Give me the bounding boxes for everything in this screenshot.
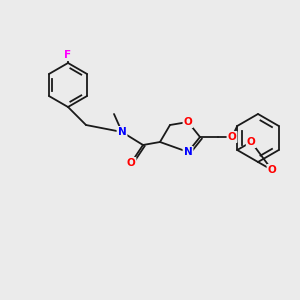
Text: O: O bbox=[184, 117, 192, 127]
Text: O: O bbox=[228, 132, 236, 142]
Text: O: O bbox=[127, 158, 135, 168]
Text: N: N bbox=[118, 127, 126, 137]
Text: O: O bbox=[268, 165, 276, 175]
Text: N: N bbox=[184, 147, 192, 157]
Text: F: F bbox=[64, 50, 72, 60]
Text: O: O bbox=[247, 137, 256, 147]
